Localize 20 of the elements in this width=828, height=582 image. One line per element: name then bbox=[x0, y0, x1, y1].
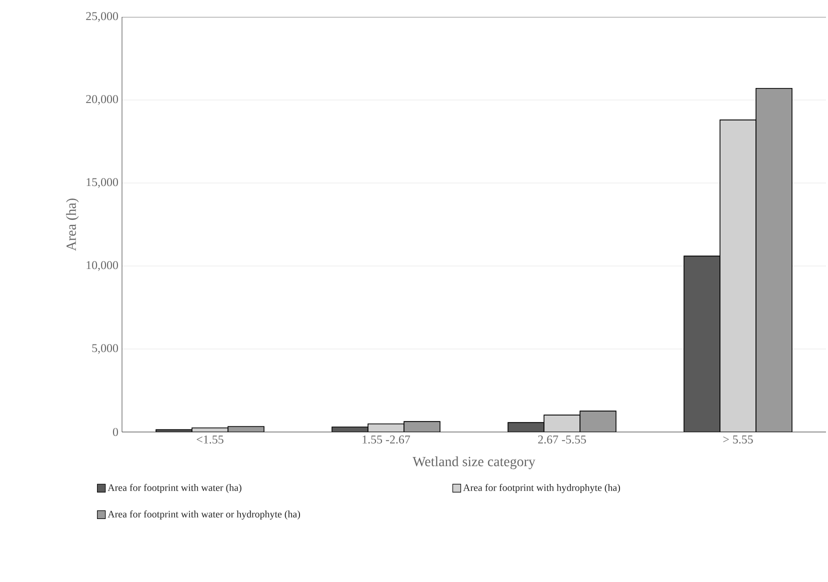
y-tick-label: 15,000 bbox=[86, 178, 118, 188]
bar bbox=[720, 120, 756, 432]
y-tick-label: 20,000 bbox=[86, 95, 118, 105]
bar bbox=[580, 410, 616, 432]
y-tick-label: 0 bbox=[112, 428, 118, 436]
bar bbox=[544, 414, 580, 432]
y-tick-label: 25,000 bbox=[86, 12, 118, 22]
x-axis-title: Wetland size category bbox=[412, 456, 536, 470]
x-tick-label: 1.55 -2.67 bbox=[362, 436, 410, 444]
legend-label: Area for footprint with water or hydrophyte (ha) bbox=[108, 510, 300, 520]
x-tick-label: > 5.55 bbox=[723, 436, 753, 444]
y-tick-label: 5,000 bbox=[92, 344, 118, 354]
y-tick-label: 10,000 bbox=[86, 261, 118, 271]
x-tick-label: 2.67 -5.55 bbox=[538, 436, 586, 444]
bar bbox=[756, 88, 792, 432]
legend-label: Area for footprint with water (ha) bbox=[108, 484, 242, 494]
x-tick-label: <1.55 bbox=[196, 436, 224, 444]
y-axis-title: Area (ha) bbox=[66, 198, 79, 251]
bar bbox=[684, 256, 720, 432]
legend-label: Area for footprint with hydrophyte (ha) bbox=[463, 484, 620, 494]
